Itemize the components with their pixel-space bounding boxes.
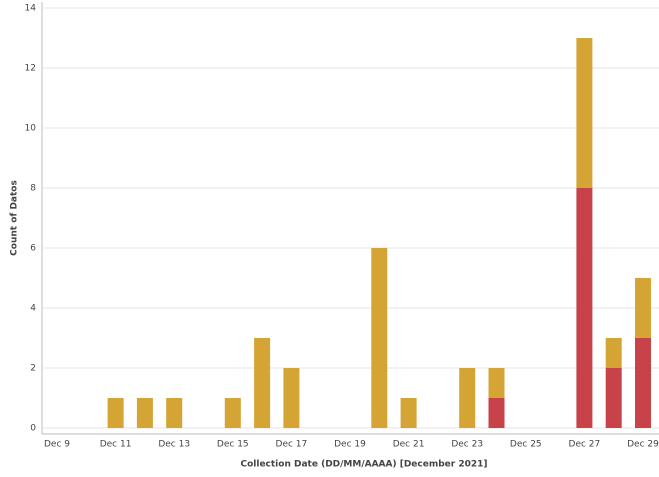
bar-segment [605, 368, 622, 428]
y-tick-label: 12 [25, 64, 36, 74]
x-tick-label: Dec 25 [510, 440, 542, 450]
x-tick-label: Dec 15 [217, 440, 249, 450]
x-tick-label: Dec 9 [44, 440, 70, 450]
bar-segment [254, 338, 271, 428]
x-tick-label: Dec 21 [393, 440, 425, 450]
x-tick-label: Dec 11 [100, 440, 132, 450]
bar-segment [371, 248, 388, 428]
bar-segment [400, 398, 417, 428]
bar-segment [224, 398, 241, 428]
bar-segment [283, 368, 300, 428]
x-axis-title: Collection Date (DD/MM/AAAA) [December 2… [240, 460, 487, 470]
y-tick-label: 6 [30, 244, 36, 254]
x-tick-label: Dec 17 [276, 440, 308, 450]
x-tick-label: Dec 27 [569, 440, 601, 450]
y-tick-label: 0 [30, 424, 36, 434]
y-tick-label: 2 [30, 364, 36, 374]
bar-segment [635, 278, 651, 338]
bar-segment [576, 38, 593, 188]
bar-segment [166, 398, 183, 428]
x-tick-label: Dec 19 [334, 440, 366, 450]
y-axis-title: Count of Datos [10, 180, 20, 256]
y-tick-label: 10 [25, 124, 37, 134]
bar-segment [488, 398, 505, 428]
bar-segment [488, 368, 505, 398]
y-tick-label: 8 [30, 184, 36, 194]
bar-segment [107, 398, 124, 428]
bar-segment [635, 338, 651, 428]
x-tick-label: Dec 23 [451, 440, 483, 450]
bar-segment [459, 368, 476, 428]
bar-segment [136, 398, 153, 428]
x-tick-label: Dec 29 [627, 440, 659, 450]
y-tick-label: 4 [30, 304, 36, 314]
bar-segment [605, 338, 622, 368]
bar-segment [576, 188, 593, 428]
y-tick-label: 14 [25, 4, 37, 14]
x-tick-label: Dec 13 [158, 440, 190, 450]
